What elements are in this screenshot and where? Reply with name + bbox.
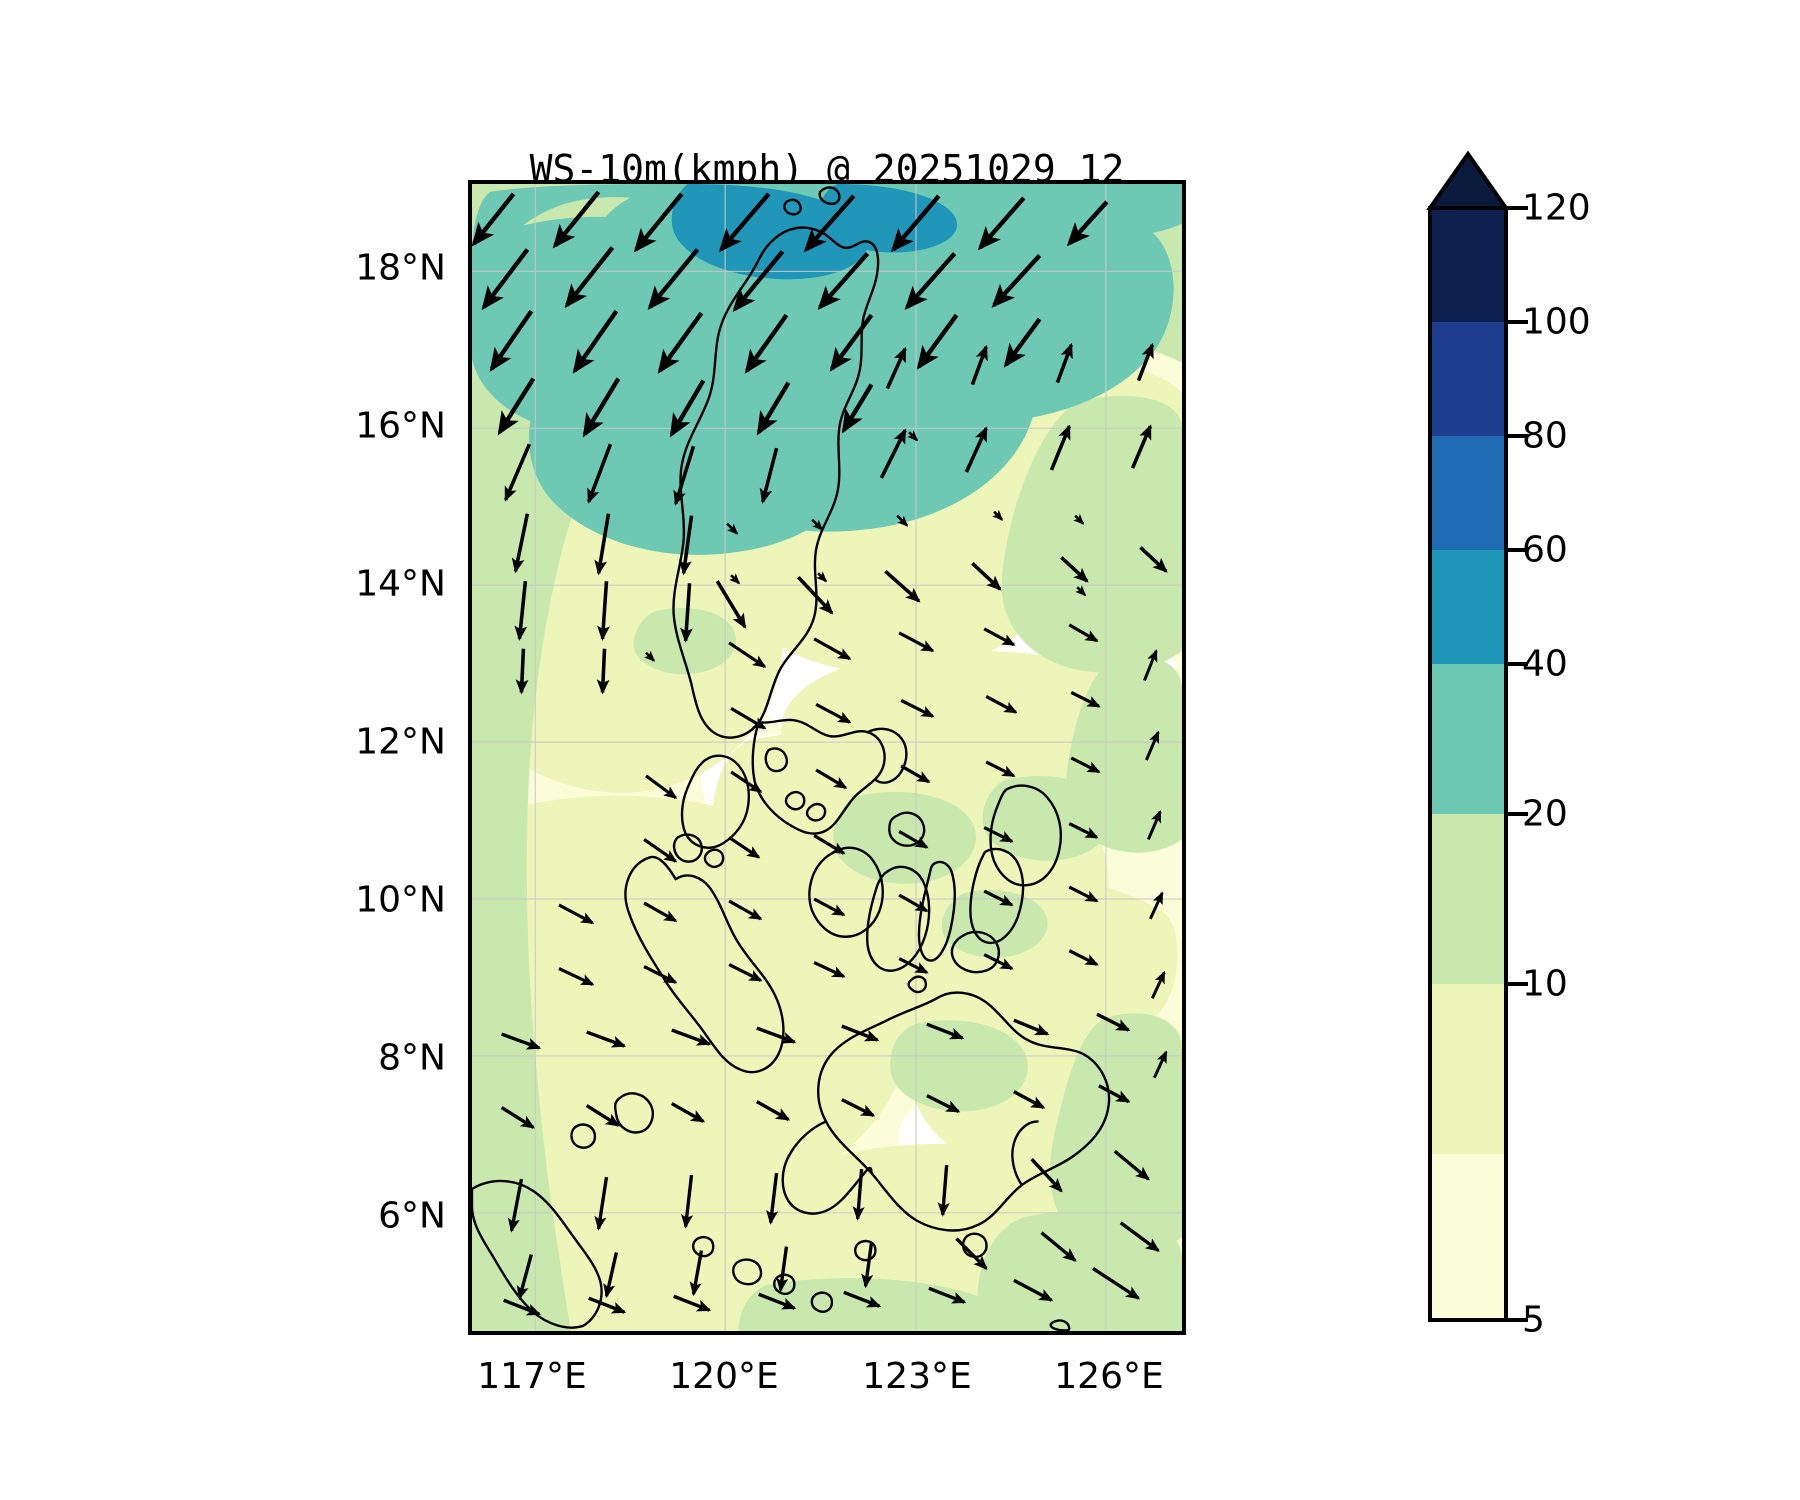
colorbar-band-20-40 xyxy=(1430,664,1506,814)
colorbar-tick-label-80: 80 xyxy=(1522,415,1568,457)
colorbar-band-80-100 xyxy=(1430,322,1506,436)
colorbar-band-60-80 xyxy=(1430,436,1506,550)
xtick-label-120e: 120°E xyxy=(669,1356,779,1397)
xtick-label-126e: 126°E xyxy=(1054,1356,1164,1397)
wind-vector-field xyxy=(472,190,1168,1316)
colorbar-band-base xyxy=(1430,1154,1506,1320)
colorbar: 120 100 80 60 40 20 10 5 xyxy=(1410,150,1740,1341)
colorbar-band-10-20 xyxy=(1430,814,1506,984)
colorbar-ticks xyxy=(1506,206,1528,1322)
colorbar-tick-label-10: 10 xyxy=(1522,963,1568,1005)
ytick-label-10n: 10°N xyxy=(355,879,446,921)
colorbar-tick-label-120: 120 xyxy=(1522,187,1591,229)
ytick-label-8n: 8°N xyxy=(378,1037,446,1079)
coastlines xyxy=(472,186,1111,1331)
colorbar-tick-label-100: 100 xyxy=(1522,301,1591,343)
colorbar-band-5-10 xyxy=(1430,984,1506,1154)
ytick-label-12n: 12°N xyxy=(355,721,446,763)
colorbar-band-40-60 xyxy=(1430,550,1506,664)
ytick-label-18n: 18°N xyxy=(355,247,446,289)
xtick-label-117e: 117°E xyxy=(477,1356,587,1397)
colorbar-tick-label-40: 40 xyxy=(1522,643,1568,685)
colorbar-band-100-120 xyxy=(1430,208,1506,322)
ytick-label-14n: 14°N xyxy=(355,563,446,605)
shading-band-60-80 xyxy=(671,184,958,280)
colorbar-canvas xyxy=(1426,150,1528,1322)
xtick-label-123e: 123°E xyxy=(862,1356,972,1397)
ytick-label-6n: 6°N xyxy=(378,1195,446,1237)
colorbar-tick-label-20: 20 xyxy=(1522,793,1568,835)
map-content xyxy=(472,184,1182,1331)
colorbar-extend-max xyxy=(1426,150,1510,210)
map-canvas xyxy=(472,184,1182,1331)
shading-band-10-20 xyxy=(472,358,1182,1331)
colorbar-tick-label-5: 5 xyxy=(1522,1299,1545,1341)
latitude-axis-labels: 18°N 16°N 14°N 12°N 10°N 8°N 6°N xyxy=(150,180,446,1335)
colorbar-tick-label-60: 60 xyxy=(1522,529,1568,571)
ytick-label-16n: 16°N xyxy=(355,405,446,447)
map-plot-area xyxy=(468,180,1186,1335)
longitude-axis-labels: 117°E 120°E 123°E 126°E xyxy=(468,1356,1186,1416)
colorbar-outline xyxy=(1428,206,1508,1322)
